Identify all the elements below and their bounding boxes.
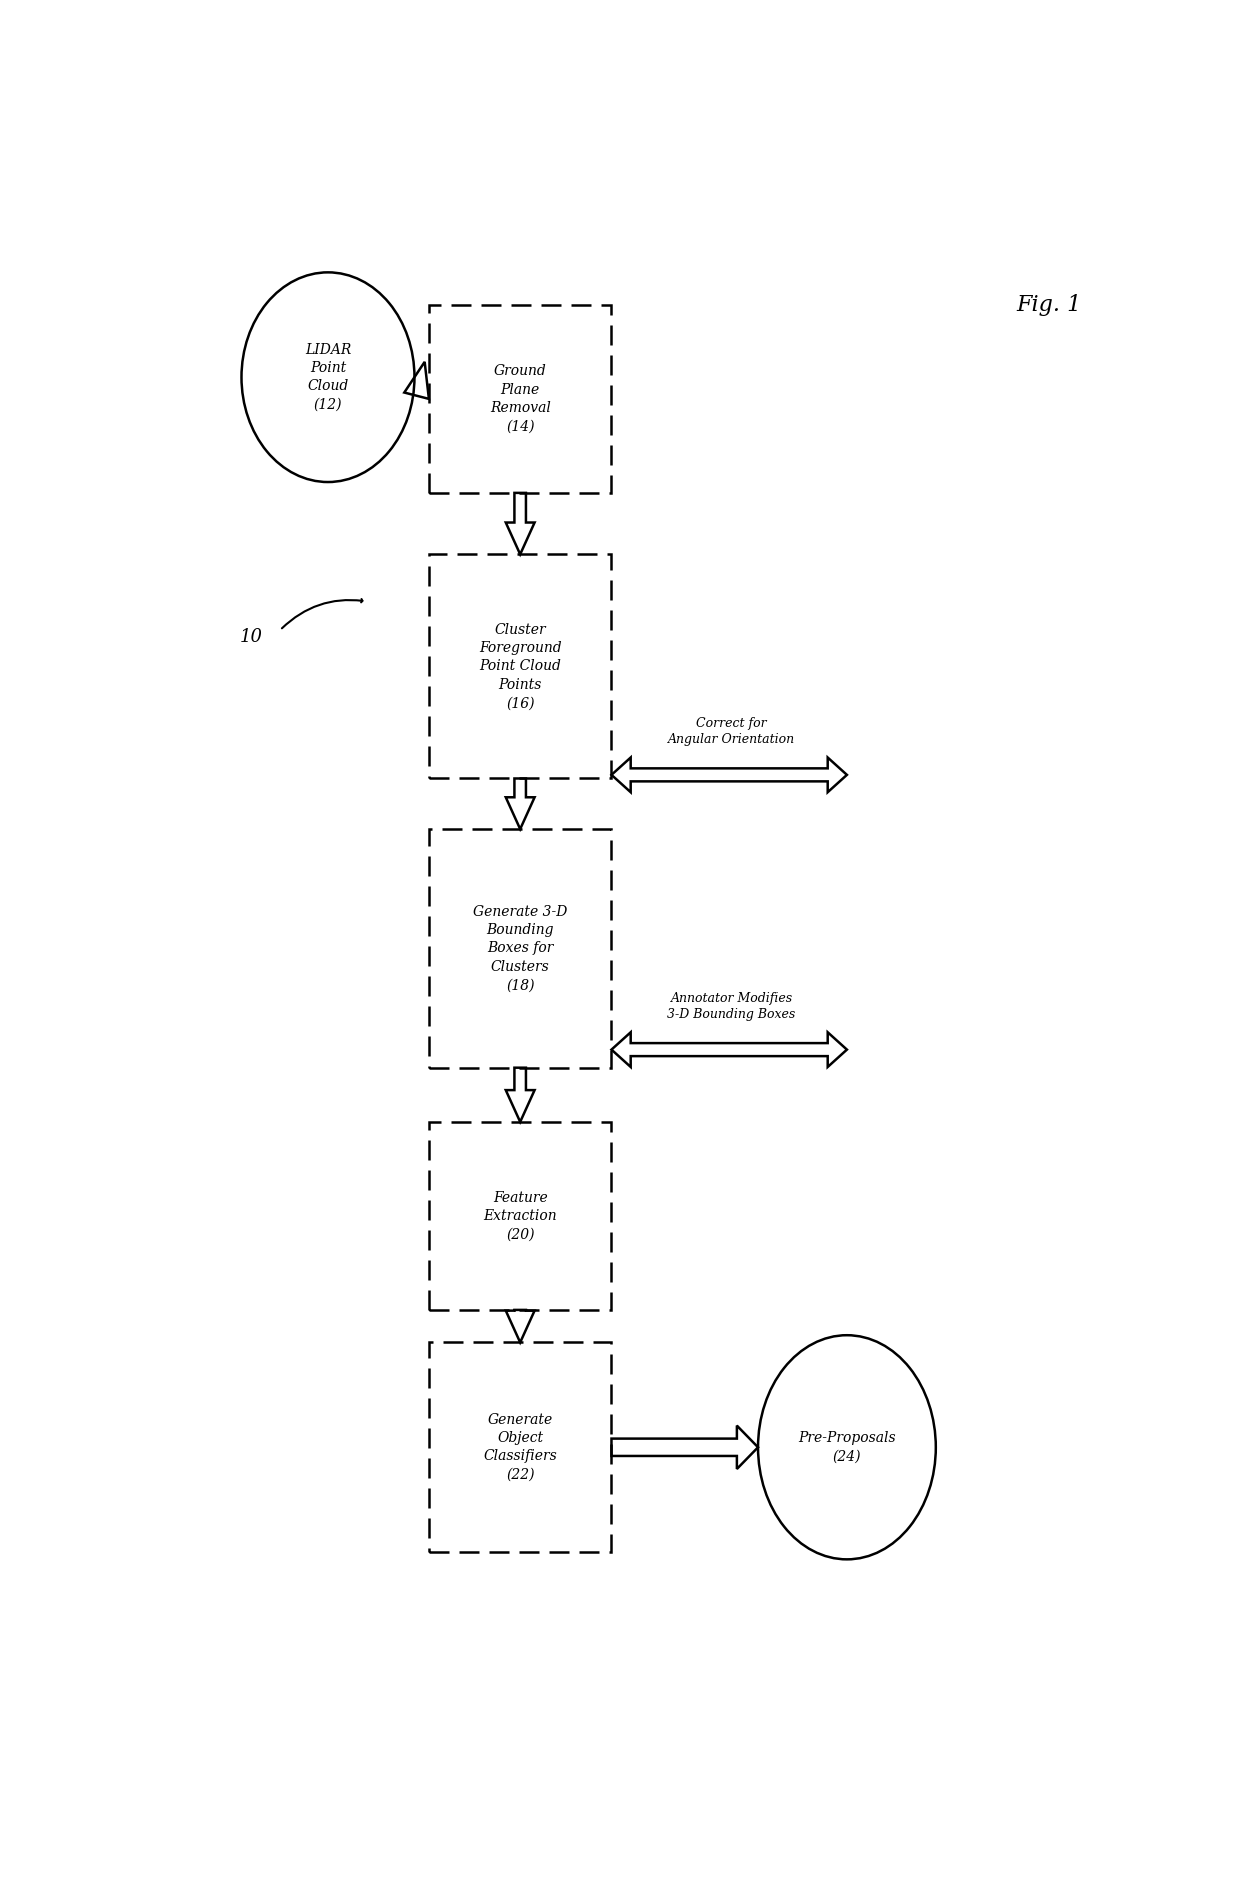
Text: 10: 10 [239,629,263,646]
Polygon shape [506,1311,534,1343]
Text: Cluster
Foreground
Point Cloud
Points
(16): Cluster Foreground Point Cloud Points (1… [479,623,562,710]
Bar [429,1121,611,1311]
Text: Generate 3-D
Bounding
Boxes for
Clusters
(18): Generate 3-D Bounding Boxes for Clusters… [472,905,568,992]
Bar [429,554,611,779]
Text: Generate
Object
Classifiers
(22): Generate Object Classifiers (22) [484,1412,557,1482]
Polygon shape [611,757,847,793]
Text: LIDAR
Point
Cloud
(12): LIDAR Point Cloud (12) [305,342,351,411]
Bar [429,1343,611,1551]
Text: Ground
Plane
Removal
(14): Ground Plane Removal (14) [490,364,551,434]
Text: Feature
Extraction
(20): Feature Extraction (20) [484,1191,557,1241]
Polygon shape [611,1425,758,1469]
Polygon shape [404,362,429,398]
Polygon shape [506,1069,534,1121]
Polygon shape [611,1033,847,1067]
Text: Fig. 1: Fig. 1 [1016,293,1081,316]
Bar [429,828,611,1069]
Bar [429,304,611,492]
Text: Correct for
Angular Orientation: Correct for Angular Orientation [668,717,795,746]
Text: Pre-Proposals
(24): Pre-Proposals (24) [799,1431,895,1463]
Polygon shape [506,779,534,828]
Polygon shape [506,492,534,554]
Text: Annotator Modifies
3-D Bounding Boxes: Annotator Modifies 3-D Bounding Boxes [667,992,796,1020]
